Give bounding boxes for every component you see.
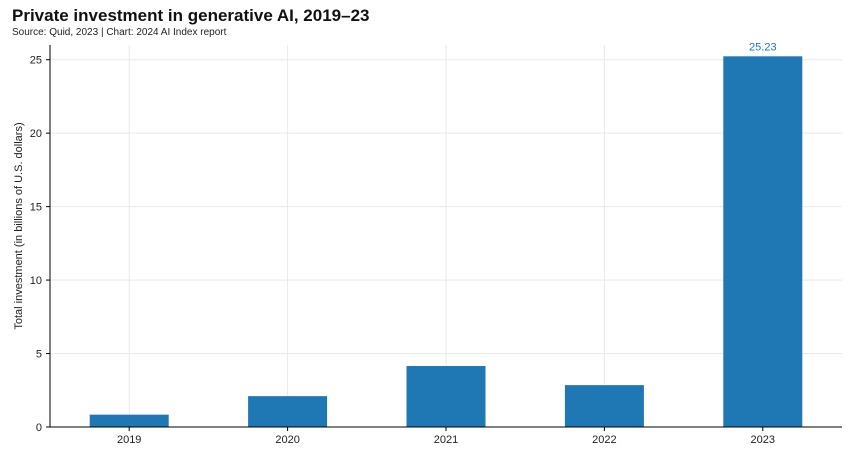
axes (46, 45, 842, 431)
y-tick-label: 25 (30, 55, 42, 67)
chart-title: Private investment in generative AI, 201… (12, 6, 370, 25)
y-tick-label: 5 (36, 349, 42, 361)
chart-subtitle: Source: Quid, 2023 | Chart: 2024 AI Inde… (12, 27, 227, 38)
y-tick-label: 15 (30, 202, 42, 214)
y-tick-label: 0 (36, 422, 42, 434)
x-tick-label: 2021 (434, 434, 458, 446)
bar-2021 (406, 366, 486, 427)
labels: 0 5 10 15 20 25 2019 2020 2021 2022 2023 25.23 (30, 41, 777, 446)
y-tick-label: 10 (30, 275, 42, 287)
bar-2019 (89, 414, 169, 427)
y-tick-label: 20 (30, 128, 42, 140)
data-label: 25.23 (749, 41, 777, 53)
x-tick-label: 2022 (592, 434, 616, 446)
bar-2020 (248, 396, 328, 427)
bars (89, 56, 803, 427)
x-tick-label: 2019 (117, 434, 141, 446)
bar-2022 (564, 385, 644, 427)
x-tick-label: 2023 (751, 434, 775, 446)
bar-2023 (723, 56, 803, 427)
x-tick-label: 2020 (275, 434, 299, 446)
y-axis-label: Total investment (in billions of U.S. do… (13, 122, 25, 329)
